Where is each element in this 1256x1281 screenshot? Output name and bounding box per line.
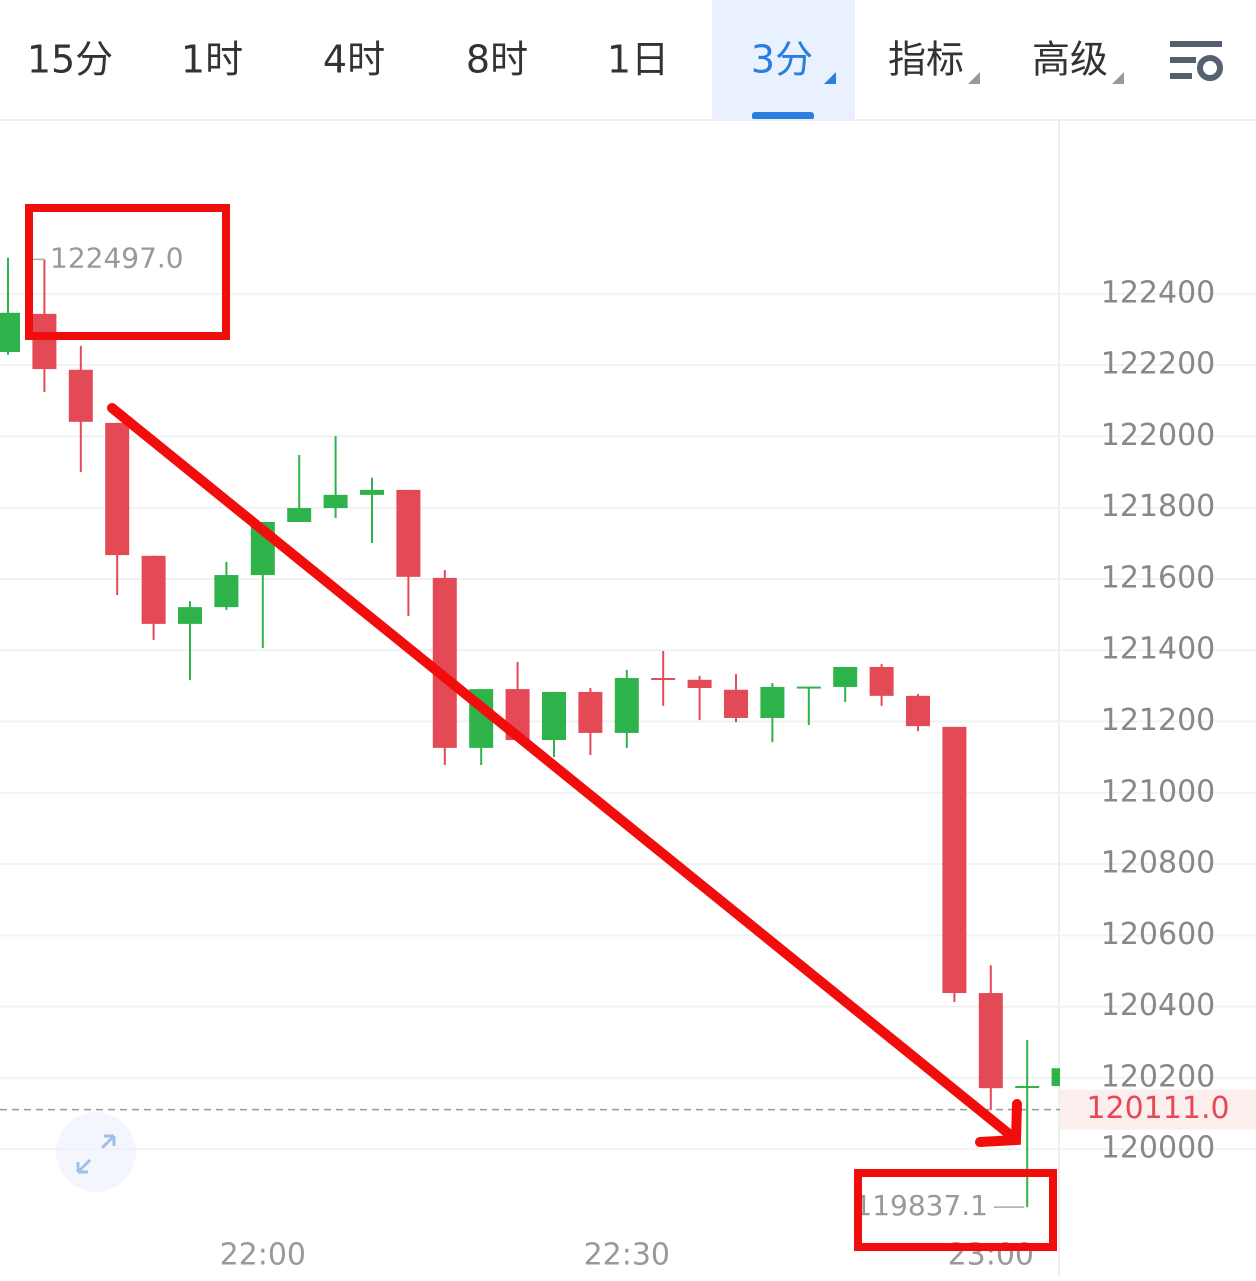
y-tick-label: 120800 [1101,846,1216,881]
candle-body [1015,1086,1040,1089]
candle-body [906,695,930,727]
candle-body [687,679,712,689]
tab[interactable]: 1时 [181,38,243,82]
y-tick-label: 121800 [1101,489,1216,524]
candle-body [141,555,166,624]
candle-body [651,678,676,681]
y-tick-label: 122400 [1101,275,1216,310]
high-label: 122497.0 [50,241,184,274]
candle-body [796,686,821,689]
highlight-box [854,1169,1057,1251]
candle-body [0,312,20,352]
y-tick-label: 121000 [1101,774,1216,809]
y-tick-label: 120600 [1101,917,1216,952]
candle-body [360,489,384,495]
candle-body [542,691,566,741]
y-tick-label: 121400 [1101,632,1216,667]
y-tick-label: 120200 [1101,1059,1216,1094]
candle-body [68,369,93,422]
tab[interactable]: 指标 [888,38,964,82]
active-tab-bg [712,0,855,120]
y-tick-label: 122200 [1101,347,1216,382]
last-price-label: 120111.0 [1086,1091,1229,1126]
y-tick-label: 120400 [1101,988,1216,1023]
candle-body [214,575,239,608]
highlight-box [25,204,230,340]
candle-body [287,508,312,522]
x-tick-label: 23:00 [948,1238,1034,1273]
candle-body [724,689,748,718]
x-tick-label: 22:00 [220,1238,306,1273]
last-price-bg [1060,1089,1256,1130]
candle-body [323,494,348,509]
active-tab-indicator [752,112,814,120]
dropdown-marker [824,72,836,84]
tab[interactable]: 高级 [1032,38,1108,82]
candle-body [833,666,858,687]
candle-body [32,313,57,370]
trend-arrow [107,403,1022,1147]
tab[interactable]: 3分 [751,38,813,82]
candle-body [760,686,785,718]
dropdown-marker [968,72,980,84]
y-tick-label: 121600 [1101,560,1216,595]
candle-body [396,489,421,577]
tab[interactable]: 1日 [607,38,669,82]
settings-icon[interactable] [1170,41,1223,81]
candle-body [578,691,603,733]
y-tick-label: 122000 [1101,418,1216,453]
candle-body [614,678,639,733]
candle-body [942,726,967,994]
candle-body [1051,1068,1060,1087]
y-tick-label: 120000 [1101,1131,1216,1166]
tab[interactable]: 15分 [27,38,113,82]
dropdown-marker [1112,72,1124,84]
expand-button[interactable] [56,1112,136,1192]
tab[interactable]: 8时 [466,38,528,82]
candle-body [978,993,1003,1089]
low-label: 119837.1 [854,1189,988,1222]
candle-body [105,422,130,556]
x-tick-label: 22:30 [584,1238,670,1273]
candle-body [432,577,457,748]
candle-body [869,666,894,696]
y-tick-label: 121200 [1101,703,1216,738]
tab[interactable]: 4时 [323,38,385,82]
candle-body [178,607,202,624]
